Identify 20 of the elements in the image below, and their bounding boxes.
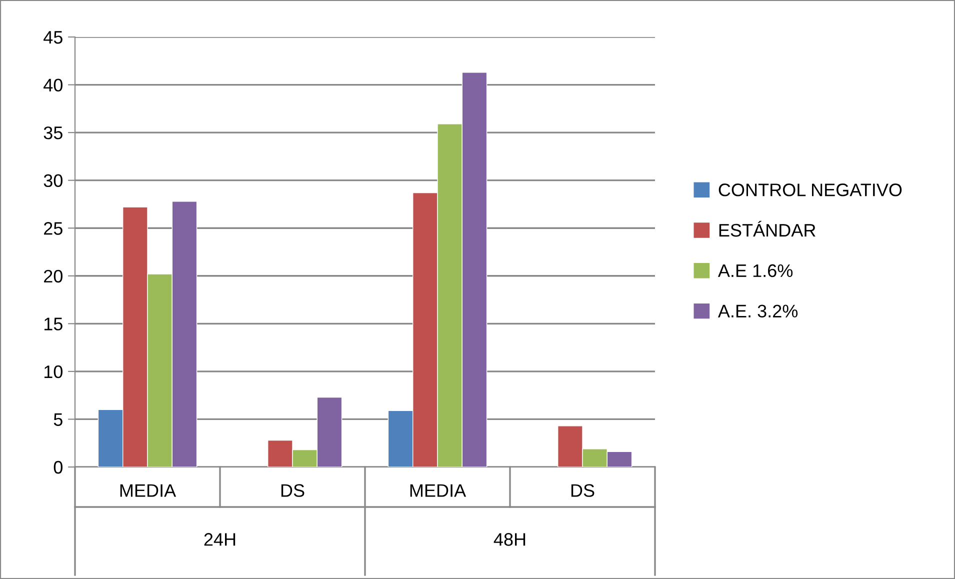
y-tick-label: 20 [44,270,62,283]
y-tick-label: 25 [44,222,62,235]
y-tick-label: 0 [54,460,62,474]
x-tick-label: DS [571,484,594,497]
y-tick-label: 35 [44,126,62,140]
y-tick-label: 45 [44,31,62,44]
y-tick-label: 15 [44,318,62,330]
y-tick-label: 5 [54,413,62,426]
x-tick-label: MEDIA [410,484,466,497]
text: 24H [204,533,236,546]
x-tick-label: DS [281,484,304,497]
y-tick-label: 30 [44,174,62,188]
text: 48H [494,533,526,546]
legend-label: ESTÁNDAR [719,220,816,237]
y-tick-label: 40 [44,78,62,92]
x-tick-label: MEDIA [120,484,176,497]
legend-label: CONTROL NEGATIVO [718,184,902,196]
legend-label: A.E. 3.2% [718,304,798,318]
legend-label: A.E 1.6% [718,264,793,278]
y-tick-label: 10 [44,365,62,378]
